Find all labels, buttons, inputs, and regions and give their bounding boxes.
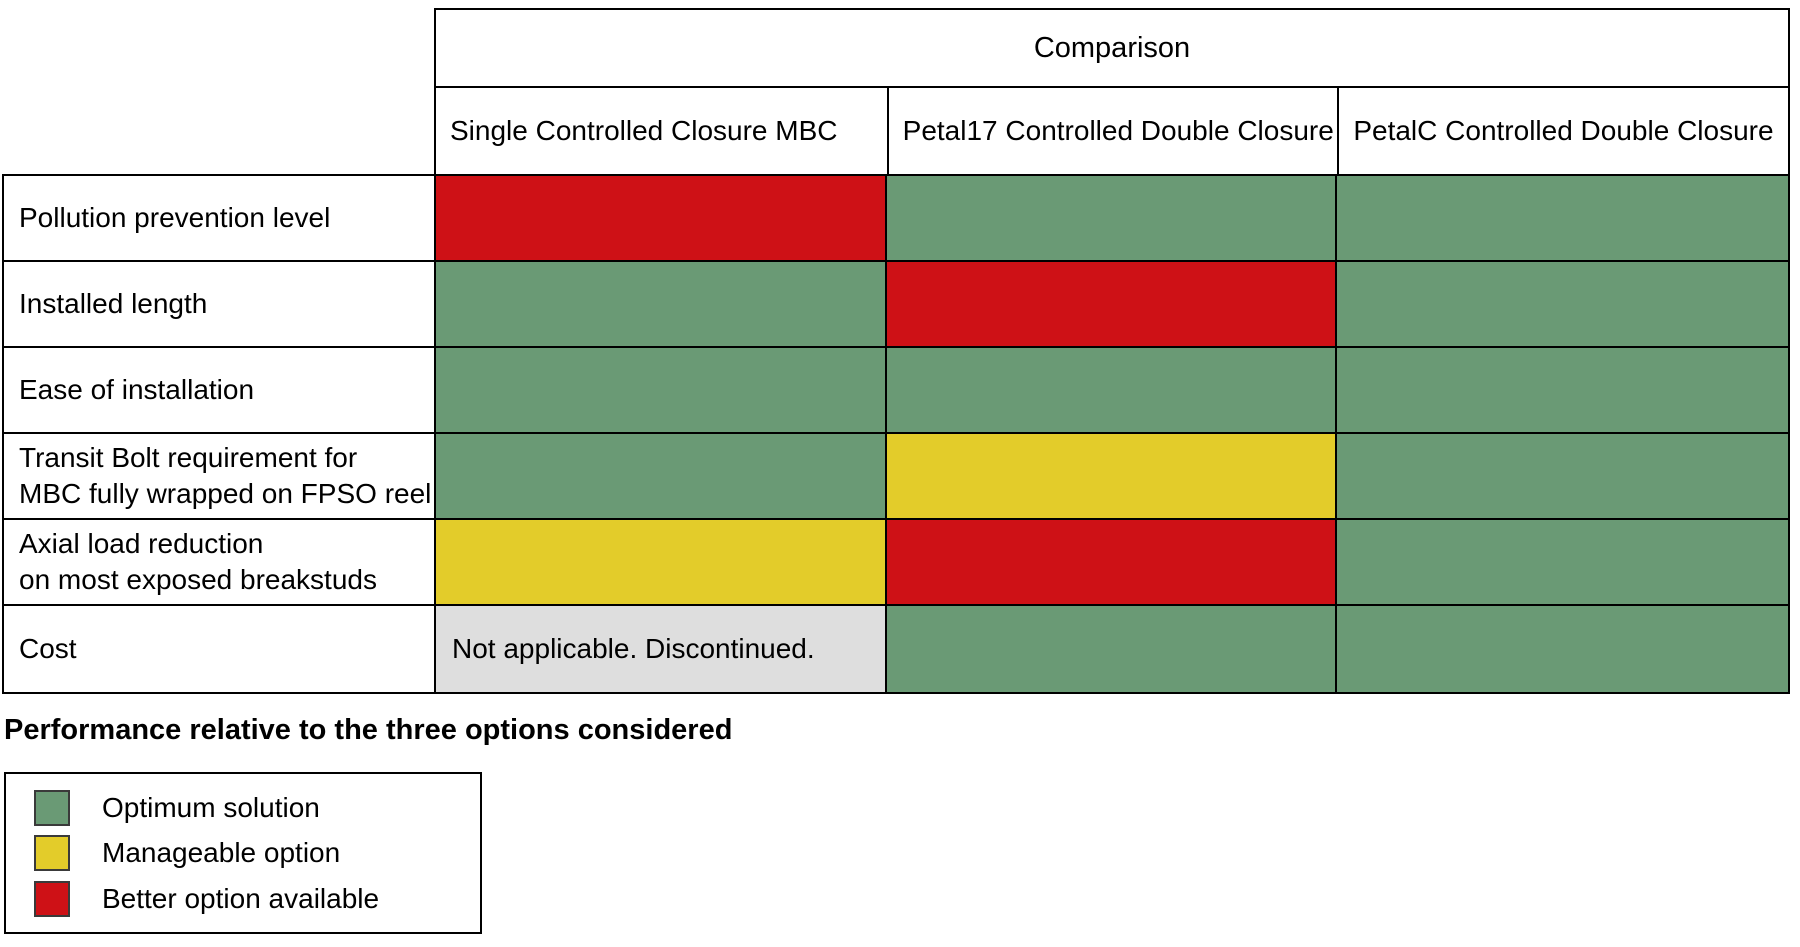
status-cell-green [436, 348, 887, 434]
status-cell-green [1337, 606, 1788, 692]
status-cell-green [1337, 348, 1788, 434]
row-label: Axial load reduction on most exposed bre… [4, 520, 436, 606]
row-label: Ease of installation [4, 348, 436, 434]
column-header: PetalC Controlled Double Closure [1337, 88, 1788, 174]
status-cell-green [886, 176, 1338, 262]
table-caption: Performance relative to the three option… [4, 714, 733, 746]
row-label: Cost [4, 606, 436, 692]
status-cell-red [436, 176, 887, 262]
status-cell-green [1337, 434, 1788, 520]
legend-swatch-green [34, 789, 70, 826]
status-cell-gray: Not applicable. Discontinued. [436, 606, 887, 692]
status-cell-red [886, 262, 1338, 348]
status-cell-yellow [886, 434, 1338, 520]
status-cell-red [886, 520, 1338, 606]
row-label: Installed length [4, 262, 436, 348]
legend-swatch-red [34, 880, 70, 917]
status-cell-yellow [436, 520, 887, 606]
legend-item: Better option available [34, 880, 480, 917]
legend-label: Better option available [102, 882, 380, 914]
status-cell-green [436, 434, 887, 520]
legend-swatch-yellow [34, 835, 70, 871]
legend-label: Optimum solution [102, 791, 320, 823]
status-cell-green [1337, 176, 1788, 262]
legend-label: Manageable option [102, 837, 341, 868]
legend-item: Manageable option [34, 835, 480, 871]
column-header: Petal17 Controlled Double Closure [886, 88, 1338, 174]
legend: Optimum solution Manageable option Better … [4, 772, 482, 934]
table-title: Comparison [436, 10, 1788, 88]
table-header: Comparison Single Controlled Closure MBC… [434, 8, 1790, 174]
table-body: Pollution prevention level Installed leng… [2, 174, 1790, 694]
row-label: Transit Bolt requirement for MBC fully w… [4, 434, 436, 520]
status-cell-green [886, 606, 1338, 692]
column-header: Single Controlled Closure MBC [450, 115, 838, 146]
row-label: Pollution prevention level [4, 176, 436, 262]
status-cell-green [436, 262, 887, 348]
legend-item: Optimum solution [34, 789, 480, 826]
column-headers: Single Controlled Closure MBC Petal17 Con… [436, 88, 1788, 174]
status-cell-green [886, 348, 1338, 434]
status-cell-green [1337, 520, 1788, 606]
status-cell-green [1337, 262, 1788, 348]
